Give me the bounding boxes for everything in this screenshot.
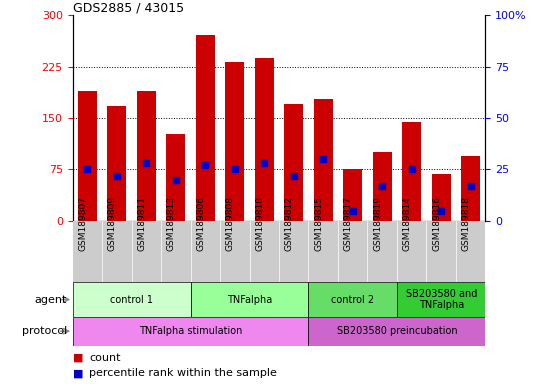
- Bar: [73, 282, 190, 317]
- Text: TNFalpha: TNFalpha: [227, 295, 272, 305]
- Text: GSM189807: GSM189807: [78, 196, 87, 252]
- Text: GSM189811: GSM189811: [137, 196, 146, 252]
- Bar: [284, 104, 304, 221]
- Text: GSM189818: GSM189818: [461, 196, 471, 252]
- Text: GSM189814: GSM189814: [403, 197, 412, 251]
- Bar: [373, 152, 392, 221]
- Bar: [402, 121, 421, 221]
- Text: GSM189806: GSM189806: [196, 196, 205, 252]
- Text: GDS2885 / 43015: GDS2885 / 43015: [73, 1, 184, 14]
- Bar: [73, 317, 309, 346]
- Text: SB203580 preincubation: SB203580 preincubation: [336, 326, 458, 336]
- Bar: [397, 282, 485, 317]
- Text: control 1: control 1: [110, 295, 153, 305]
- Bar: [254, 58, 274, 221]
- Text: GSM189817: GSM189817: [344, 196, 353, 252]
- Bar: [314, 99, 333, 221]
- Text: SB203580 and
TNFalpha: SB203580 and TNFalpha: [406, 289, 477, 310]
- Bar: [225, 62, 244, 221]
- Text: GSM189815: GSM189815: [314, 196, 323, 252]
- Bar: [432, 174, 451, 221]
- Text: GSM189813: GSM189813: [167, 196, 176, 252]
- Text: GSM189819: GSM189819: [373, 196, 382, 252]
- Bar: [461, 156, 480, 221]
- Bar: [137, 91, 156, 221]
- Bar: [309, 317, 485, 346]
- Bar: [309, 282, 397, 317]
- Bar: [190, 282, 309, 317]
- Text: count: count: [89, 353, 121, 363]
- Bar: [107, 106, 126, 221]
- Text: protocol: protocol: [22, 326, 67, 336]
- Bar: [73, 221, 485, 282]
- Text: GSM189816: GSM189816: [432, 196, 441, 252]
- Text: GSM189809: GSM189809: [108, 196, 117, 252]
- Bar: [196, 35, 215, 221]
- Bar: [78, 91, 97, 221]
- Text: GSM189808: GSM189808: [226, 196, 235, 252]
- Text: control 2: control 2: [331, 295, 374, 305]
- Text: TNFalpha stimulation: TNFalpha stimulation: [139, 326, 242, 336]
- Text: percentile rank within the sample: percentile rank within the sample: [89, 368, 277, 378]
- Text: GSM189812: GSM189812: [285, 197, 294, 251]
- Text: ■: ■: [73, 353, 83, 363]
- Text: agent: agent: [35, 295, 67, 305]
- Text: ■: ■: [73, 368, 83, 378]
- Text: GSM189810: GSM189810: [255, 196, 264, 252]
- Bar: [166, 134, 185, 221]
- Bar: [343, 169, 362, 221]
